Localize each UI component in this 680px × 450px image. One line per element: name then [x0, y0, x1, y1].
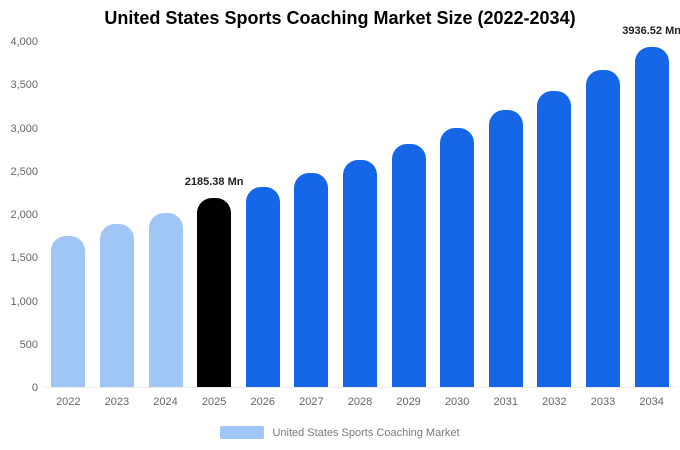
- bar-column-2024: [141, 42, 190, 387]
- x-tick-label-2030: 2030: [444, 396, 470, 408]
- x-tick-label-2026: 2026: [250, 396, 275, 408]
- bar-column-2033: [579, 42, 628, 387]
- y-tick-label: 3,500: [10, 79, 38, 92]
- chart-bar-2026[interactable]: [245, 187, 280, 387]
- chart-bar-2030[interactable]: [440, 127, 475, 387]
- chart-bar-2024[interactable]: [148, 213, 183, 387]
- chart-bar-2029[interactable]: [391, 143, 426, 387]
- bar-column-2026: [238, 42, 287, 387]
- y-tick-label: 3,000: [10, 122, 38, 135]
- bar-column-2025: 2185.38 Mn: [185, 42, 243, 387]
- y-tick-label: 2,500: [10, 165, 38, 178]
- plot-area: 2185.38 Mn 3936.52 Mn: [44, 25, 680, 388]
- x-tick-label-2033: 2033: [590, 396, 616, 408]
- x-tick-label-2024: 2024: [153, 396, 178, 408]
- bar-column-2030: [433, 42, 482, 387]
- legend-label: United States Sports Coaching Market: [272, 426, 460, 439]
- x-tick-label-2022: 2022: [56, 396, 81, 408]
- bar-column-2022: [44, 42, 93, 387]
- legend-swatch[interactable]: [220, 426, 265, 439]
- chart-bar-2034[interactable]: [634, 46, 669, 387]
- y-tick-label: 1,000: [10, 295, 38, 308]
- chart-bar-2025[interactable]: [197, 197, 232, 387]
- x-tick-label-2028: 2028: [347, 396, 373, 408]
- chart-bar-2028[interactable]: [342, 159, 377, 387]
- chart-bar-2022[interactable]: [51, 235, 86, 387]
- bar-column-2031: [481, 42, 530, 387]
- bar-column-2034: 3936.52 Mn: [622, 25, 680, 387]
- x-tick-label-2031: 2031: [493, 396, 519, 408]
- chart-bar-2023[interactable]: [99, 224, 134, 387]
- bar-column-2023: [93, 42, 142, 387]
- bar-column-2029: [384, 42, 433, 387]
- y-tick-label: 2,000: [10, 209, 38, 221]
- y-tick-label: 1,500: [10, 252, 38, 265]
- chart-bar-2032[interactable]: [537, 91, 572, 387]
- y-tick-label: 4,000: [10, 36, 38, 48]
- x-tick-label-2025: 2025: [201, 396, 227, 408]
- bars-group: 2185.38 Mn 3936.52 Mn: [44, 25, 680, 388]
- x-tick-label-2029: 2029: [396, 396, 421, 408]
- x-axis: 2022 2023 2024 2025 2026 2027 2028 2029 2030 2031…: [44, 396, 676, 408]
- chart-bar-2031[interactable]: [488, 110, 523, 387]
- bar-column-2027: [287, 42, 336, 387]
- y-axis: 0 500 1,000 1,500 2,000 2,500 3,000 3,500 4,000: [0, 36, 38, 394]
- y-tick-label: 0: [31, 382, 38, 394]
- legend[interactable]: United States Sports Coaching Market: [0, 426, 680, 439]
- x-tick-label-2032: 2032: [542, 396, 567, 408]
- x-tick-label-2027: 2027: [299, 396, 324, 408]
- data-label-2025: 2185.38 Mn: [184, 175, 244, 188]
- chart-bar-2027[interactable]: [294, 173, 329, 387]
- chart-title: United States Sports Coaching Market Siz…: [104, 8, 576, 28]
- bar-column-2032: [530, 42, 579, 387]
- x-tick-label-2034: 2034: [639, 396, 664, 408]
- x-tick-label-2023: 2023: [104, 396, 130, 408]
- y-tick-label: 500: [19, 338, 38, 351]
- data-label-2034: 3936.52 Mn: [622, 24, 680, 37]
- bar-column-2028: [336, 42, 385, 387]
- chart-bar-2033[interactable]: [586, 70, 620, 387]
